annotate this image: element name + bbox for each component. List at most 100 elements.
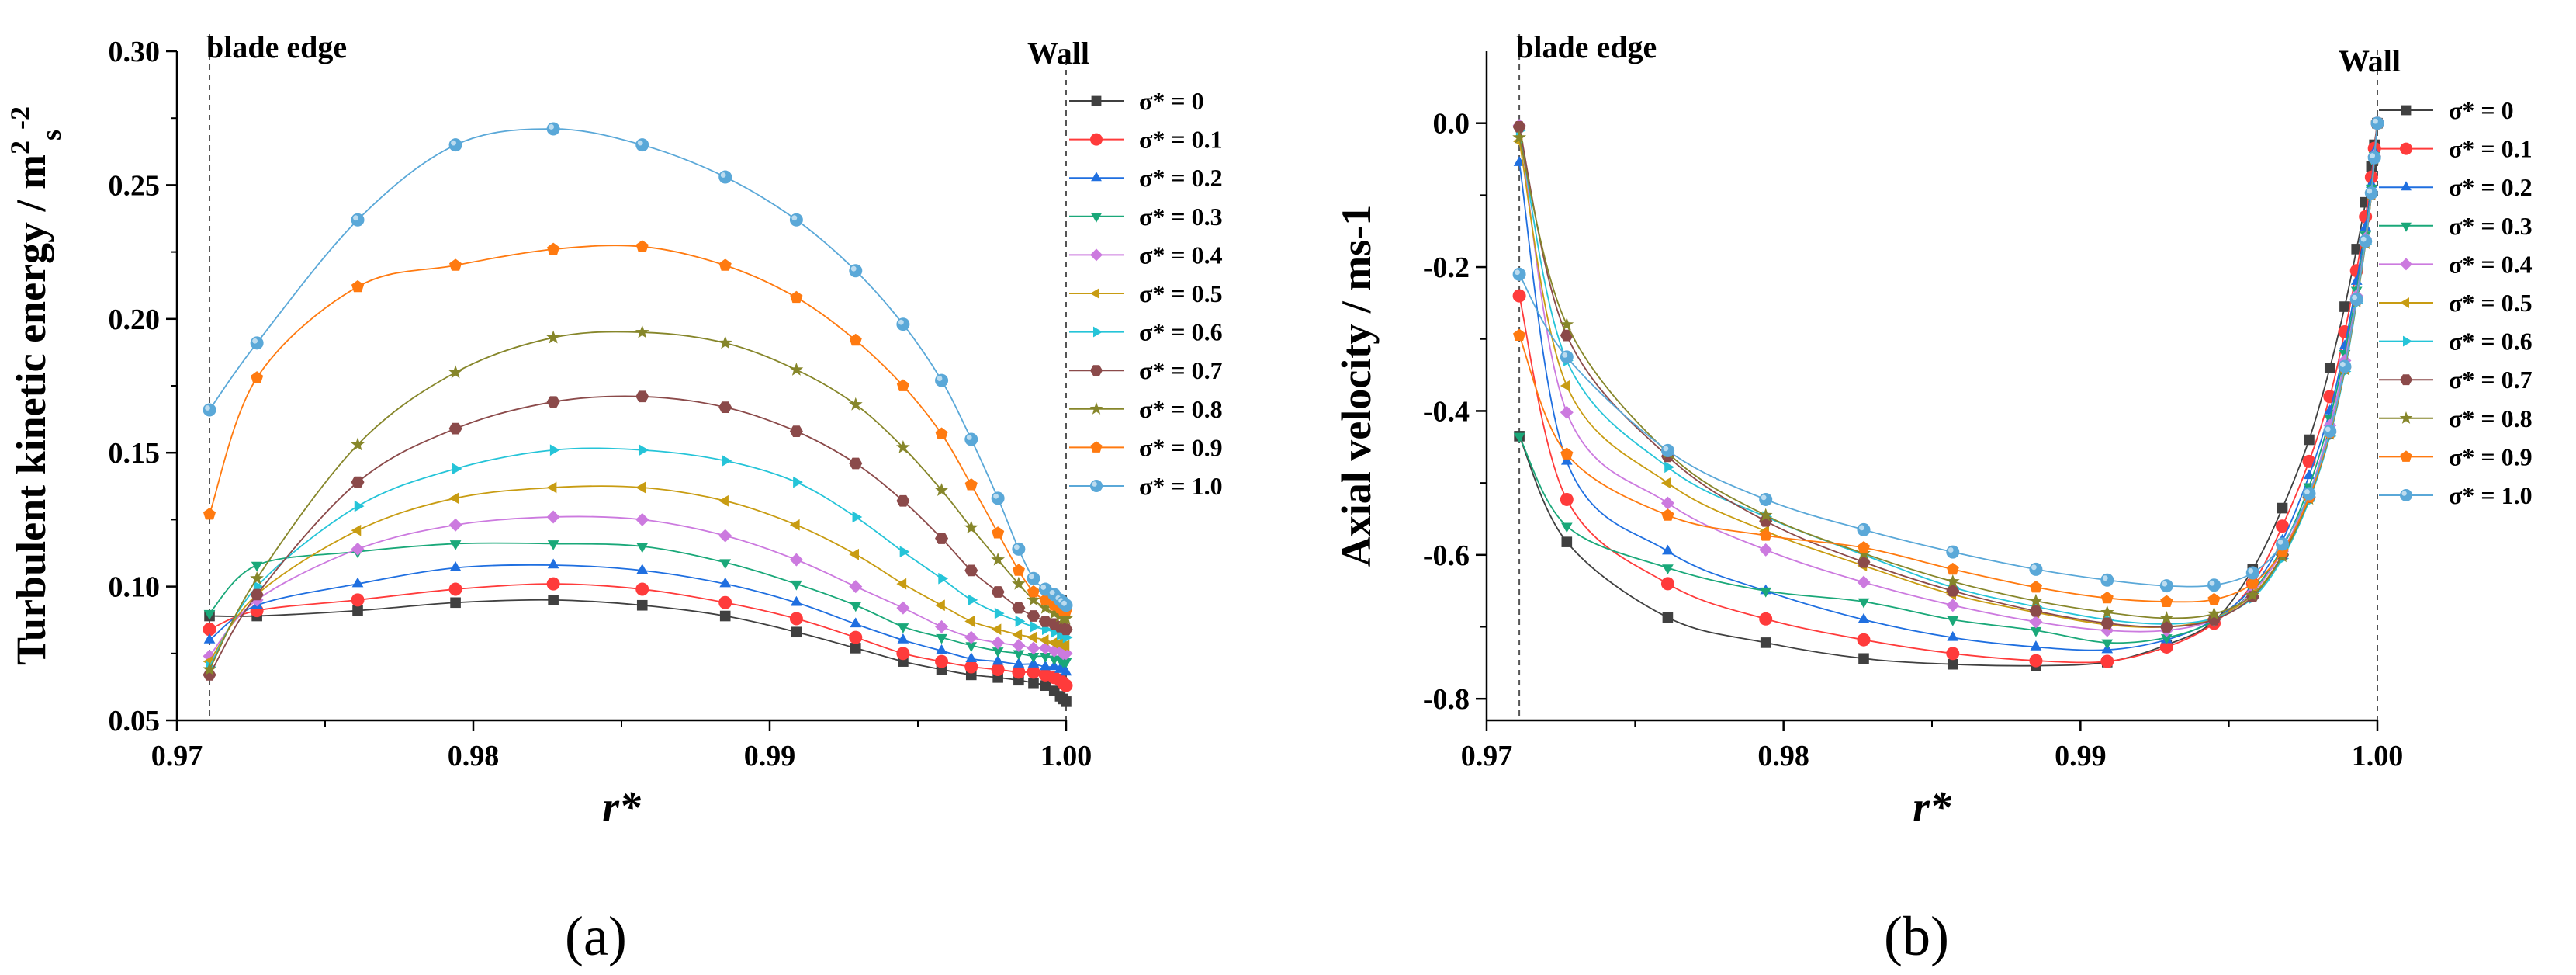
data-point xyxy=(250,571,265,585)
data-point xyxy=(793,476,803,488)
data-point xyxy=(448,582,462,596)
data-point xyxy=(789,213,803,227)
data-point xyxy=(250,588,264,601)
legend-item: σ* = 0.7 xyxy=(2379,366,2533,394)
data-point xyxy=(2246,577,2259,589)
data-point xyxy=(899,546,910,558)
data-point xyxy=(1012,629,1023,641)
series-line xyxy=(209,564,1067,673)
data-point xyxy=(250,336,264,350)
data-point xyxy=(991,662,1005,676)
data-point xyxy=(719,610,731,622)
legend-item: σ* = 0.9 xyxy=(2379,442,2533,470)
data-point xyxy=(897,623,909,633)
blade-edge-annotation: blade edge xyxy=(206,29,347,64)
marker-highlight xyxy=(1040,585,1047,590)
data-point xyxy=(203,669,216,681)
data-point xyxy=(718,494,729,507)
series-0-3 xyxy=(203,540,1072,668)
marker-highlight xyxy=(937,376,943,381)
data-point xyxy=(449,540,462,550)
series-line xyxy=(209,485,1067,662)
data-point xyxy=(1012,564,1025,576)
data-point xyxy=(546,510,560,524)
data-point xyxy=(1560,405,1574,419)
legend-label: σ* = 0.2 xyxy=(1139,164,1223,192)
legend-marker xyxy=(1090,133,1103,146)
legend-label: σ* = 0.5 xyxy=(1139,279,1223,307)
data-point xyxy=(2100,654,2114,668)
data-point xyxy=(964,616,975,627)
marker-highlight xyxy=(898,319,904,325)
x-tick-label: 1.00 xyxy=(1040,740,1092,772)
data-point xyxy=(1857,522,1871,536)
data-point xyxy=(1946,585,1960,597)
data-point xyxy=(636,564,649,574)
data-point xyxy=(1012,665,1026,679)
data-point xyxy=(718,529,732,543)
data-point xyxy=(1945,574,1960,588)
data-point xyxy=(352,605,363,616)
marker-highlight xyxy=(1029,574,1034,580)
data-point xyxy=(965,652,978,662)
data-point xyxy=(1858,598,1870,609)
data-point xyxy=(789,362,804,376)
legend-label: σ* = 0 xyxy=(1139,87,1204,115)
data-point xyxy=(636,599,648,611)
marker-highlight xyxy=(2367,188,2373,194)
marker-highlight xyxy=(205,405,210,411)
data-point xyxy=(991,636,1005,650)
data-point xyxy=(1513,156,1525,166)
data-point xyxy=(1858,653,1869,664)
marker-highlight xyxy=(2304,489,2310,494)
data-point xyxy=(896,601,910,615)
marker-highlight xyxy=(2162,581,2168,587)
data-point xyxy=(1560,350,1574,364)
data-point xyxy=(992,526,1005,539)
marker-highlight xyxy=(2248,568,2254,574)
x-tick-label: 0.99 xyxy=(744,740,796,772)
data-point xyxy=(2364,170,2378,184)
data-point xyxy=(1857,541,1871,553)
data-point xyxy=(852,511,863,523)
legend-marker xyxy=(2401,222,2412,232)
legend-item: σ* = 0.3 xyxy=(2379,212,2533,240)
series-line xyxy=(1518,123,2378,588)
legend-marker xyxy=(2400,258,2412,271)
data-point xyxy=(1027,592,1040,606)
data-point xyxy=(1040,680,1051,691)
data-point xyxy=(2207,578,2221,592)
data-point xyxy=(2359,234,2373,248)
data-point xyxy=(2338,359,2352,373)
data-point xyxy=(635,582,649,596)
legend-label: σ* = 0.8 xyxy=(1139,395,1223,423)
legend-label: σ* = 0.5 xyxy=(2449,289,2533,317)
data-point xyxy=(351,437,365,451)
data-point xyxy=(2360,220,2372,231)
data-point xyxy=(2276,519,2290,533)
data-point xyxy=(2030,640,2042,651)
data-point xyxy=(1760,587,1772,598)
series-line xyxy=(1518,123,2378,603)
marker-highlight xyxy=(1061,600,1067,606)
blade-edge-annotation: blade edge xyxy=(1516,29,1657,64)
y-tick-label: 0.10 xyxy=(109,571,161,604)
data-point xyxy=(2160,595,2173,607)
legend-item: σ* = 0.4 xyxy=(2379,250,2533,278)
marker-highlight xyxy=(252,338,258,344)
legend-label: σ* = 0.9 xyxy=(1139,433,1223,461)
data-point xyxy=(2245,588,2260,602)
data-point xyxy=(1027,610,1040,622)
data-point xyxy=(935,599,945,612)
data-point xyxy=(849,630,863,644)
x-tick-label: 0.98 xyxy=(448,740,500,772)
data-point xyxy=(1027,631,1037,644)
data-point xyxy=(635,138,649,152)
legend-label: σ* = 0.6 xyxy=(2449,328,2533,356)
data-point xyxy=(1758,508,1773,522)
marker-highlight xyxy=(2352,294,2358,300)
data-point xyxy=(968,594,978,606)
data-point xyxy=(849,264,863,278)
data-point xyxy=(718,170,732,184)
data-point xyxy=(964,660,978,674)
